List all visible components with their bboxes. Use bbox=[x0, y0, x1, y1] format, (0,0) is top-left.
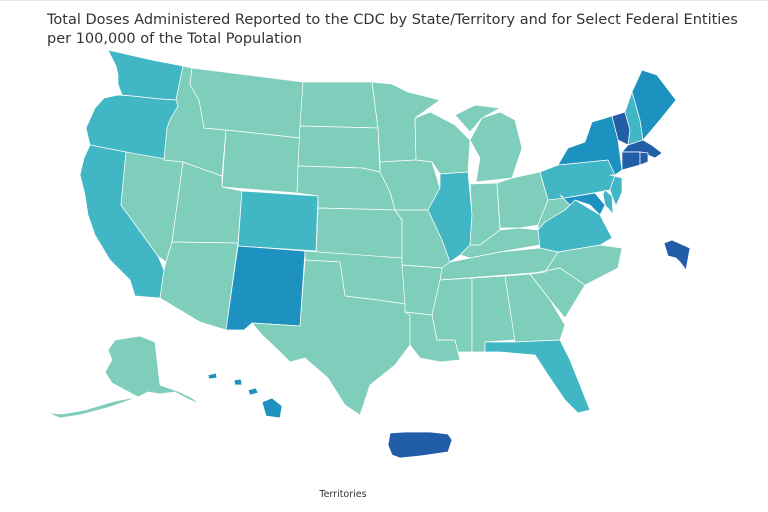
state-hawaii-maui[interactable] bbox=[247, 387, 259, 396]
state-rhode-island[interactable] bbox=[639, 151, 649, 166]
state-hawaii-oahu[interactable] bbox=[233, 378, 243, 386]
state-kansas[interactable] bbox=[315, 207, 403, 259]
state-delaware[interactable] bbox=[602, 189, 614, 215]
state-montana[interactable] bbox=[189, 67, 304, 139]
state-new-mexico[interactable] bbox=[225, 245, 306, 331]
state-illinois[interactable] bbox=[427, 171, 473, 263]
federal-entity-inset[interactable] bbox=[663, 239, 691, 271]
state-colorado[interactable] bbox=[237, 190, 319, 252]
map-title-line-2: per 100,000 of the Total Population bbox=[47, 31, 302, 47]
state-hawaii-kauai[interactable] bbox=[207, 372, 218, 380]
state-texas[interactable] bbox=[251, 259, 411, 416]
state-michigan-upper[interactable] bbox=[454, 104, 501, 133]
map-title: Total Doses Administered Reported to the… bbox=[47, 11, 747, 49]
state-florida[interactable] bbox=[484, 339, 591, 414]
state-hawaii[interactable] bbox=[261, 397, 283, 419]
map-title-line-1: Total Doses Administered Reported to the… bbox=[47, 12, 738, 28]
territory-puerto-rico[interactable] bbox=[387, 431, 453, 459]
territories-label: Territories bbox=[319, 489, 367, 500]
top-divider bbox=[0, 0, 768, 1]
state-connecticut[interactable] bbox=[621, 151, 641, 171]
state-michigan[interactable] bbox=[469, 111, 523, 183]
state-north-dakota[interactable] bbox=[299, 81, 379, 129]
state-new-jersey[interactable] bbox=[609, 174, 623, 207]
state-maine[interactable] bbox=[631, 69, 677, 141]
state-arizona[interactable] bbox=[159, 241, 239, 331]
state-washington[interactable] bbox=[107, 49, 184, 101]
state-maryland[interactable] bbox=[559, 192, 606, 216]
state-south-dakota[interactable] bbox=[297, 125, 381, 173]
state-alaska[interactable] bbox=[104, 335, 201, 405]
state-alaska-peninsula[interactable] bbox=[47, 396, 139, 419]
state-wyoming[interactable] bbox=[221, 129, 301, 194]
